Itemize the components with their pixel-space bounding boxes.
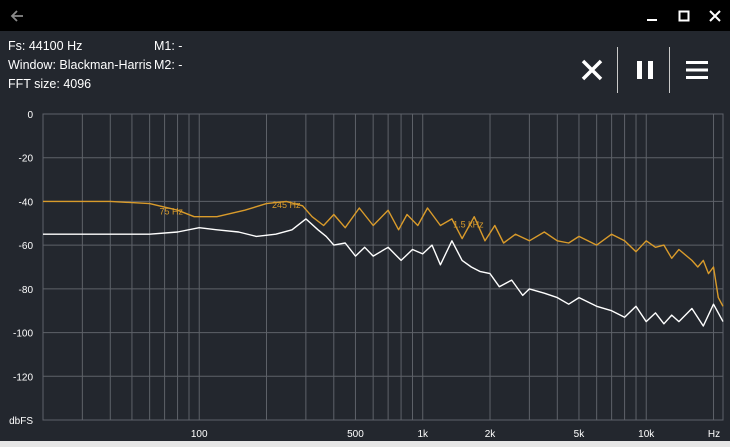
- close-window-icon[interactable]: [700, 0, 730, 31]
- menu-button[interactable]: [673, 47, 721, 93]
- y-tick-label: -80: [19, 285, 34, 296]
- pause-icon: [637, 61, 653, 79]
- window-label: Window: Blackman-Harris: [8, 58, 152, 72]
- sample-rate-label: Fs: 44100 Hz: [8, 39, 83, 53]
- pause-button[interactable]: [621, 47, 669, 93]
- x-tick-label: 100: [191, 429, 208, 440]
- x-unit-label: Hz: [708, 429, 720, 440]
- peak-label: 75 Hz: [160, 207, 184, 217]
- title-bar: [0, 0, 730, 31]
- x-tick-label: 5k: [574, 429, 586, 440]
- marker-2-label: M2: -: [154, 58, 183, 72]
- plot-frame: [42, 113, 724, 421]
- marker-info: M1: - M2: -: [154, 37, 182, 75]
- toolbar-separator: [669, 47, 670, 93]
- spectrum-series-line: [43, 200, 724, 307]
- y-tick-label: -60: [19, 241, 34, 252]
- fft-size-label: FFT size: 4096: [8, 77, 92, 91]
- clear-button[interactable]: [568, 47, 616, 93]
- y-unit-label: dbFS: [9, 416, 33, 427]
- y-tick-label: -120: [13, 372, 33, 383]
- peak-label: 1.5 kHz: [453, 220, 484, 230]
- minimize-icon[interactable]: [637, 0, 667, 31]
- spectrum-series-line: [43, 218, 724, 327]
- analyzer-info: Fs: 44100 Hz Window: Blackman-Harris FFT…: [8, 37, 152, 94]
- toolbar-separator: [617, 47, 618, 93]
- hamburger-menu-icon: [686, 61, 708, 79]
- x-tick-label: 2k: [485, 429, 497, 440]
- y-tick-label: -20: [19, 154, 34, 165]
- x-tick-label: 10k: [638, 429, 655, 440]
- maximize-icon[interactable]: [669, 0, 699, 31]
- close-x-icon: [581, 59, 603, 81]
- peak-label: 245 Hz: [272, 200, 301, 210]
- y-tick-label: 0: [27, 110, 33, 121]
- back-arrow-icon[interactable]: [2, 0, 32, 31]
- x-tick-label: 500: [347, 429, 364, 440]
- y-tick-label: -40: [19, 197, 34, 208]
- x-tick-label: 1k: [417, 429, 429, 440]
- marker-1-label: M1: -: [154, 39, 183, 53]
- bottom-strip: [0, 441, 730, 447]
- y-tick-label: -100: [13, 329, 33, 340]
